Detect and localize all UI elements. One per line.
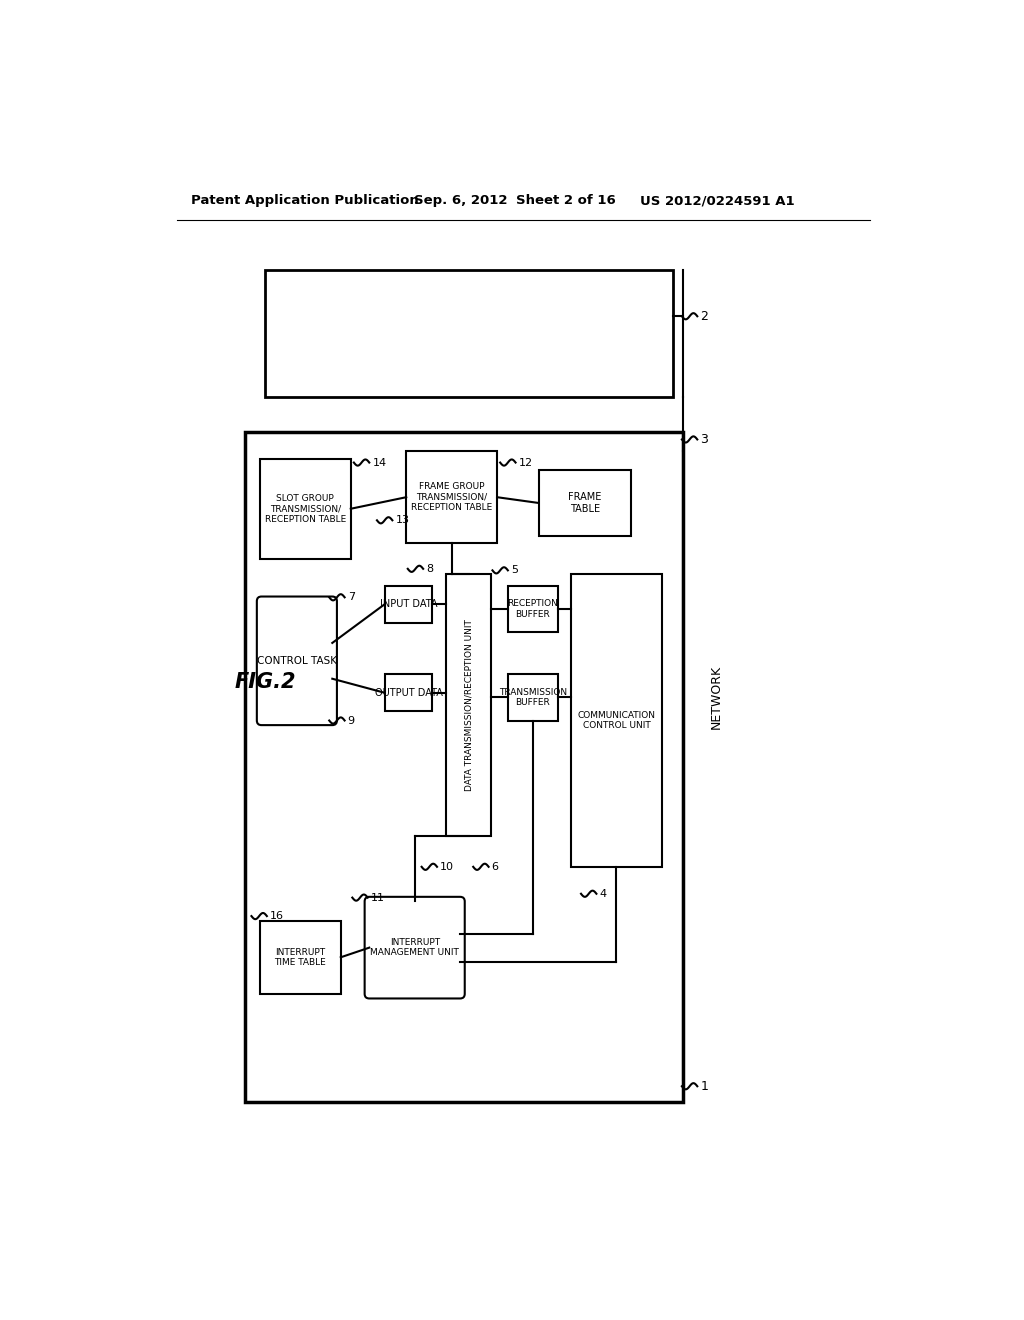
Text: FIG.2: FIG.2 (234, 672, 296, 692)
Text: RECEPTION
BUFFER: RECEPTION BUFFER (508, 599, 558, 619)
Text: 13: 13 (395, 515, 410, 525)
Text: 8: 8 (426, 564, 433, 574)
Bar (385, 675, 432, 711)
Bar (245, 432, 683, 1102)
Text: 11: 11 (371, 892, 385, 903)
Text: COMMUNICATION
CONTROL UNIT: COMMUNICATION CONTROL UNIT (578, 710, 655, 730)
Text: 1: 1 (700, 1080, 709, 1093)
Text: FRAME GROUP
TRANSMISSION/
RECEPTION TABLE: FRAME GROUP TRANSMISSION/ RECEPTION TABL… (411, 482, 493, 512)
Text: 9: 9 (348, 715, 355, 726)
FancyBboxPatch shape (365, 896, 465, 998)
Bar (571, 574, 662, 867)
Bar (260, 459, 351, 558)
Text: 4: 4 (599, 888, 606, 899)
Text: 2: 2 (700, 310, 709, 323)
Text: 12: 12 (518, 458, 532, 467)
Text: 5: 5 (511, 565, 518, 576)
Bar (508, 675, 558, 721)
Bar (508, 586, 558, 632)
Text: NETWORK: NETWORK (710, 665, 722, 730)
Bar (265, 271, 674, 397)
Text: TRANSMISSION
BUFFER: TRANSMISSION BUFFER (499, 688, 567, 708)
Bar (539, 470, 631, 536)
Text: 6: 6 (492, 862, 499, 871)
Text: Patent Application Publication: Patent Application Publication (190, 194, 419, 207)
Text: SLOT GROUP
TRANSMISSION/
RECEPTION TABLE: SLOT GROUP TRANSMISSION/ RECEPTION TABLE (265, 494, 346, 524)
Text: 3: 3 (700, 433, 709, 446)
Bar (407, 451, 497, 544)
Text: 16: 16 (270, 911, 284, 921)
Text: Sheet 2 of 16: Sheet 2 of 16 (515, 194, 615, 207)
Text: 7: 7 (348, 593, 355, 602)
Bar (260, 921, 341, 994)
Text: Sep. 6, 2012: Sep. 6, 2012 (414, 194, 508, 207)
Text: OUTPUT DATA: OUTPUT DATA (375, 688, 442, 698)
Text: INTERRUPT
MANAGEMENT UNIT: INTERRUPT MANAGEMENT UNIT (371, 939, 459, 957)
Text: INTERRUPT
TIME TABLE: INTERRUPT TIME TABLE (274, 948, 327, 968)
Text: FRAME
TABLE: FRAME TABLE (568, 492, 601, 513)
FancyBboxPatch shape (257, 597, 337, 725)
Text: DATA TRANSMISSION/RECEPTION UNIT: DATA TRANSMISSION/RECEPTION UNIT (464, 619, 473, 791)
Bar (385, 586, 432, 623)
Text: INPUT DATA: INPUT DATA (380, 599, 437, 610)
Text: 14: 14 (373, 458, 386, 467)
Text: 10: 10 (440, 862, 454, 871)
Text: US 2012/0224591 A1: US 2012/0224591 A1 (640, 194, 795, 207)
Bar (446, 574, 490, 836)
Text: CONTROL TASK: CONTROL TASK (257, 656, 337, 665)
